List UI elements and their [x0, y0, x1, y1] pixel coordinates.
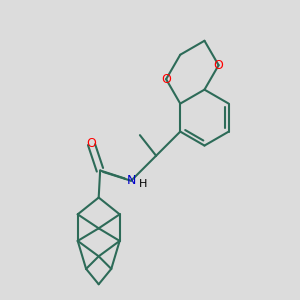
Text: O: O	[86, 137, 96, 151]
Text: N: N	[126, 174, 136, 187]
Text: H: H	[139, 179, 148, 189]
Text: O: O	[161, 73, 171, 86]
Text: O: O	[214, 59, 224, 72]
